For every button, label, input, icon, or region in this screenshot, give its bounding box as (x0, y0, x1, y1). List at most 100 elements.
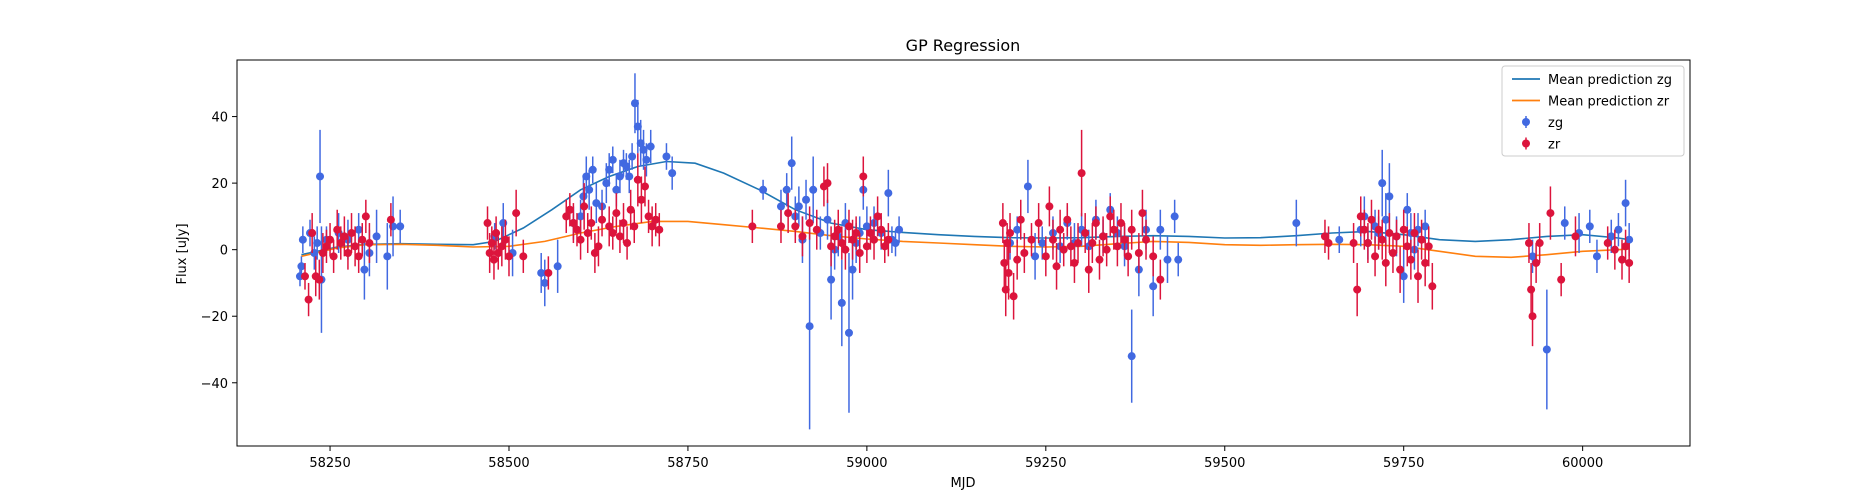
y-tick-label: −40 (201, 377, 228, 392)
data-point-zr (1124, 252, 1133, 261)
data-point-zr (748, 222, 757, 231)
data-point-zr (489, 255, 498, 264)
data-point-zr (1424, 242, 1433, 251)
data-point-zg (585, 185, 594, 194)
data-point-zr (837, 239, 846, 248)
data-point-zr (340, 232, 349, 241)
data-point-zr (351, 242, 360, 251)
data-point-zg (612, 185, 621, 194)
data-point-zr (848, 235, 857, 244)
data-point-zr (1320, 232, 1329, 241)
data-point-zr (347, 229, 356, 238)
data-point-zr (1396, 265, 1405, 274)
data-point-zr (1385, 229, 1394, 238)
data-point-zg (862, 222, 871, 231)
data-point-zr (1399, 225, 1408, 234)
legend-label: Mean prediction zg (1548, 73, 1672, 88)
data-point-zg (1399, 272, 1408, 281)
data-point-zr (497, 242, 506, 251)
data-point-zg (823, 215, 832, 224)
data-point-zg (628, 152, 637, 161)
data-point-zr (587, 219, 596, 228)
data-point-zg (1607, 232, 1616, 241)
data-point-zr (1081, 229, 1090, 238)
data-point-zr (1349, 239, 1358, 248)
data-point-zg (298, 235, 307, 244)
data-point-zr (1004, 268, 1013, 277)
data-point-zg (615, 172, 624, 181)
data-point-zr (333, 225, 342, 234)
data-point-zg (1127, 352, 1136, 361)
data-point-zr (1406, 255, 1415, 264)
data-point-zr (1027, 235, 1036, 244)
data-point-zg (588, 165, 597, 174)
data-point-zr (1001, 285, 1010, 294)
data-point-zg (1170, 212, 1179, 221)
data-point-zr (855, 249, 864, 257)
y-axis-label: Flux [uJy] (175, 223, 190, 284)
data-point-zg (1592, 252, 1601, 261)
data-point-zr (565, 205, 574, 214)
data-point-zr (1546, 209, 1555, 218)
data-point-zg (602, 179, 611, 188)
data-point-zg (782, 185, 791, 194)
data-point-zr (576, 235, 585, 244)
data-point-zr (1353, 285, 1362, 294)
data-point-zr (1102, 245, 1111, 254)
y-tick-label: 0 (220, 244, 228, 259)
data-point-zr (1532, 258, 1541, 267)
plot-area: 58250 58500 58750 59000 59250 59500 59750 60000… (201, 73, 1634, 471)
data-point-zr (791, 222, 800, 231)
data-point-zr (318, 249, 327, 257)
data-point-zr (1095, 255, 1104, 264)
data-point-zr (365, 239, 374, 248)
data-point-zr (1371, 252, 1380, 261)
data-point-zr (873, 212, 882, 221)
data-point-zr (1428, 282, 1437, 291)
legend-point-swatch (1522, 118, 1530, 126)
data-point-zr (1084, 265, 1093, 274)
data-point-zr (834, 225, 843, 234)
legend-label: zr (1548, 138, 1561, 153)
data-point-zg (633, 122, 642, 131)
data-point-zr (1106, 212, 1115, 221)
data-point-zr (1063, 215, 1072, 224)
data-point-zr (1003, 239, 1012, 248)
data-point-zr (1016, 215, 1025, 224)
data-point-zr (326, 235, 335, 244)
data-point-zr (304, 295, 313, 304)
data-point-zg (639, 145, 648, 154)
data-point-zr (1421, 258, 1430, 267)
data-point-zg (805, 322, 814, 331)
data-point-zr (1134, 249, 1143, 257)
data-point-zg (848, 265, 857, 274)
data-point-zr (492, 229, 501, 238)
x-tick-label: 60000 (1562, 456, 1603, 471)
data-point-zg (1174, 255, 1183, 264)
data-point-zr (1378, 235, 1387, 244)
legend-label: Mean prediction zr (1548, 95, 1670, 110)
data-point-zr (1109, 225, 1118, 234)
data-point-zr (315, 275, 324, 284)
data-point-zg (354, 225, 363, 234)
data-point-zr (1603, 239, 1612, 248)
data-point-zr (623, 239, 632, 248)
data-point-zr (1020, 249, 1029, 257)
data-point-zr (605, 222, 614, 231)
data-point-zg (630, 99, 639, 108)
data-point-zr (1120, 235, 1129, 244)
data-point-zr (1009, 292, 1018, 301)
data-point-zr (343, 249, 352, 257)
data-point-zr (519, 252, 528, 261)
data-point-zg (1038, 239, 1047, 248)
data-point-zr (870, 235, 879, 244)
data-point-zg (668, 169, 677, 178)
data-point-zr (501, 235, 510, 244)
data-point-zr (1410, 229, 1419, 238)
data-point-zr (1324, 239, 1333, 248)
data-point-zr (1088, 239, 1097, 248)
data-point-zr (812, 225, 821, 234)
data-point-zr (615, 232, 624, 241)
data-point-zg (895, 225, 904, 234)
data-point-zr (619, 219, 628, 228)
